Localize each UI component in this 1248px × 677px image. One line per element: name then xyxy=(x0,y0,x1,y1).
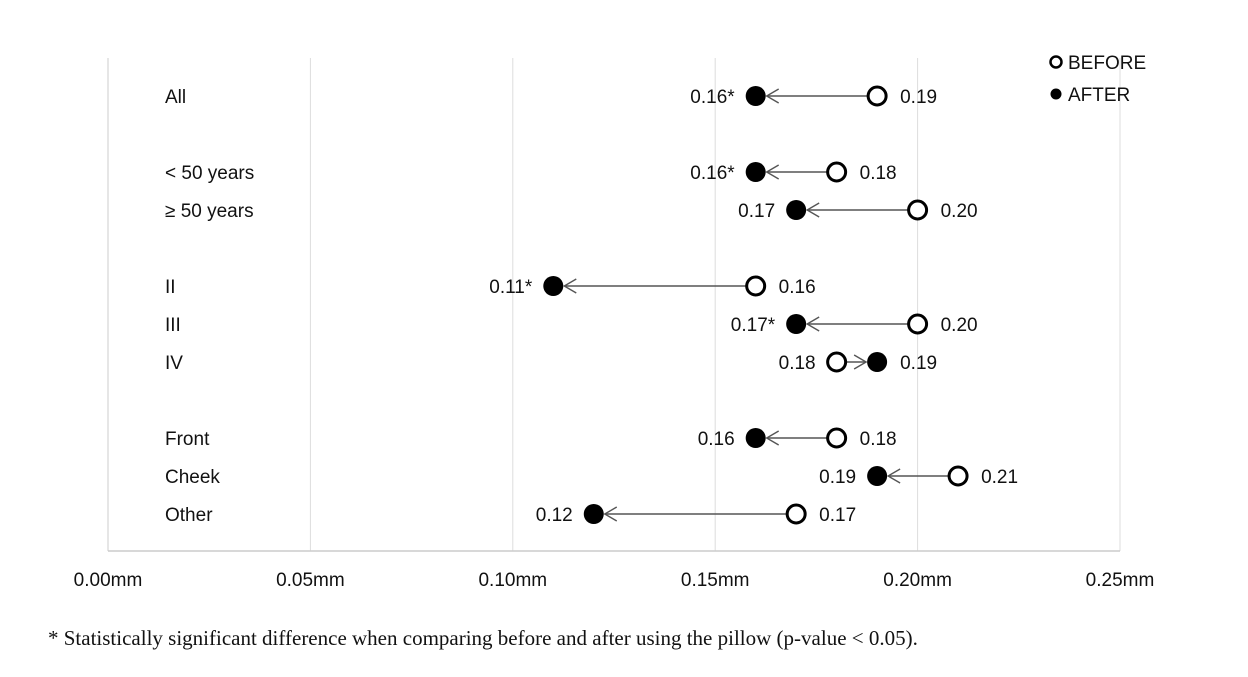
category-label: < 50 years xyxy=(165,163,254,184)
chart-row: II 0.11* 0.16 xyxy=(165,275,816,298)
footnote: * Statistically significant difference w… xyxy=(48,626,918,650)
legend-label: AFTER xyxy=(1068,85,1130,106)
before-point xyxy=(907,313,929,335)
category-label: All xyxy=(165,87,186,108)
before-point xyxy=(826,351,848,373)
after-point xyxy=(867,352,888,372)
before-point xyxy=(826,427,848,449)
before-point xyxy=(785,503,807,525)
after-point xyxy=(543,276,564,296)
chart-row: Other 0.12 0.17 xyxy=(165,503,856,526)
before-value-label: 0.18 xyxy=(860,429,897,450)
x-tick-label: 0.20mm xyxy=(883,570,952,591)
after-point xyxy=(867,466,888,486)
x-tick-label: 0.00mm xyxy=(74,570,143,591)
chart-row: Cheek 0.19 0.21 xyxy=(165,465,1018,488)
x-tick-label: 0.15mm xyxy=(681,570,750,591)
legend-item: BEFORE xyxy=(1049,53,1146,74)
legend-item: AFTER xyxy=(1050,85,1130,106)
after-point xyxy=(786,314,807,334)
after-value-label: 0.17 xyxy=(738,201,775,222)
chart-row: IV 0.18 0.19 xyxy=(165,351,937,374)
before-value-label: 0.20 xyxy=(941,315,978,336)
after-value-label: 0.19 xyxy=(900,353,937,374)
legend-filled-circle-icon xyxy=(1050,88,1062,100)
x-tick-label: 0.10mm xyxy=(478,570,547,591)
category-label: IV xyxy=(165,353,183,374)
after-value-label: 0.11* xyxy=(489,277,533,298)
chart-row: Front 0.16 0.18 xyxy=(165,427,897,450)
after-value-label: 0.17* xyxy=(731,315,776,336)
after-value-label: 0.12 xyxy=(536,505,573,526)
before-value-label: 0.16 xyxy=(779,277,816,298)
after-point xyxy=(583,504,604,524)
grid-lines xyxy=(107,58,1121,551)
after-value-label: 0.16* xyxy=(690,87,735,108)
arrowhead xyxy=(886,468,901,484)
after-value-label: 0.16* xyxy=(690,163,735,184)
before-value-label: 0.18 xyxy=(779,353,816,374)
after-point xyxy=(786,200,807,220)
arrowhead xyxy=(765,430,780,446)
category-label: II xyxy=(165,277,176,298)
chart-rows: All 0.16* 0.19 < 50 years 0.16* 0.18 ≥ 50 year… xyxy=(165,85,1018,526)
x-axis: 0.00mm 0.05mm 0.10mm 0.15mm 0.20mm 0.25mm xyxy=(74,550,1155,591)
before-value-label: 0.21 xyxy=(981,467,1018,488)
dumbbell-chart: 0.00mm 0.05mm 0.10mm 0.15mm 0.20mm 0.25mm All… xyxy=(74,53,1155,591)
legend-open-circle-icon xyxy=(1049,55,1063,69)
after-value-label: 0.19 xyxy=(819,467,856,488)
chart-row: ≥ 50 years 0.17 0.20 xyxy=(165,199,978,222)
category-label: Other xyxy=(165,505,213,526)
before-point xyxy=(866,85,888,107)
before-point xyxy=(907,199,929,221)
after-point xyxy=(745,86,766,106)
legend-label: BEFORE xyxy=(1068,53,1146,74)
after-point xyxy=(745,162,766,182)
before-point xyxy=(826,161,848,183)
category-label: Front xyxy=(165,429,210,450)
chart-row: III 0.17* 0.20 xyxy=(165,313,978,336)
before-value-label: 0.19 xyxy=(900,87,937,108)
arrowhead xyxy=(765,88,780,104)
before-value-label: 0.20 xyxy=(941,201,978,222)
after-point xyxy=(745,428,766,448)
before-value-label: 0.17 xyxy=(819,505,856,526)
arrowhead xyxy=(805,202,820,218)
before-value-label: 0.18 xyxy=(860,163,897,184)
before-point xyxy=(947,465,969,487)
category-label: ≥ 50 years xyxy=(165,201,254,222)
category-label: III xyxy=(165,315,181,336)
category-label: Cheek xyxy=(165,467,220,488)
arrowhead xyxy=(603,506,618,522)
arrowhead xyxy=(562,278,577,294)
arrowhead xyxy=(765,164,780,180)
x-tick-label: 0.25mm xyxy=(1086,570,1155,591)
chart-row: < 50 years 0.16* 0.18 xyxy=(165,161,897,184)
after-value-label: 0.16 xyxy=(698,429,735,450)
chart-row: All 0.16* 0.19 xyxy=(165,85,937,108)
x-tick-label: 0.05mm xyxy=(276,570,345,591)
before-point xyxy=(745,275,767,297)
legend: BEFORE AFTER xyxy=(1049,53,1146,106)
arrowhead xyxy=(805,316,820,332)
arrowhead xyxy=(853,354,868,370)
